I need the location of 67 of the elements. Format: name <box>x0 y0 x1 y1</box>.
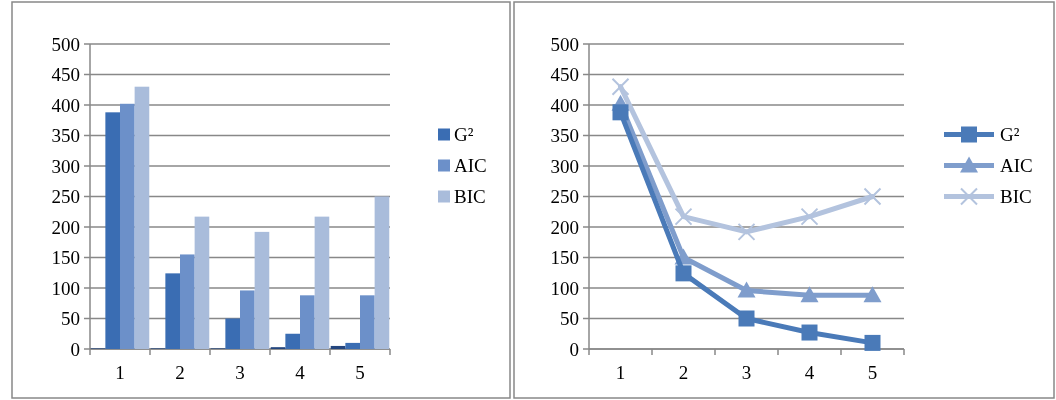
y-tick-label: 100 <box>51 277 80 299</box>
y-tick-label: 250 <box>550 186 579 208</box>
y-tick-label: 150 <box>550 247 579 269</box>
point <box>801 324 818 341</box>
bar <box>360 295 375 349</box>
y-tick-label: 300 <box>51 155 80 177</box>
y-tick-label: 400 <box>51 94 80 116</box>
point <box>863 187 882 206</box>
y-tick-label: 450 <box>550 64 579 86</box>
y-tick-label: 500 <box>51 33 80 55</box>
legend-label: AIC <box>1000 155 1033 177</box>
y-tick-label: 50 <box>61 308 80 330</box>
x-tick-label: 5 <box>355 362 365 383</box>
y-tick-label: 0 <box>569 338 579 360</box>
x-tick-label: 2 <box>175 362 185 383</box>
bar <box>330 345 346 349</box>
legend-label: G² <box>454 124 474 146</box>
point <box>800 207 819 226</box>
bar <box>374 196 390 349</box>
bar <box>240 290 255 349</box>
x-tick-label: 2 <box>678 362 689 383</box>
x-tick-label: 4 <box>804 362 815 383</box>
y-tick-label: 200 <box>51 216 80 238</box>
y-tick-label: 150 <box>51 247 80 269</box>
point <box>863 286 882 303</box>
x-tick-label: 1 <box>615 362 626 383</box>
bar <box>165 273 180 349</box>
bar <box>254 231 270 349</box>
legend-label: AIC <box>454 155 487 177</box>
point <box>800 286 819 303</box>
y-tick-label: 0 <box>70 338 80 360</box>
y-tick-label: 450 <box>51 64 80 86</box>
point <box>675 265 692 282</box>
y-tick-label: 350 <box>550 125 579 147</box>
y-tick-label: 100 <box>550 277 579 299</box>
x-tick-label: 1 <box>115 362 125 383</box>
y-tick-label: 50 <box>560 308 579 330</box>
point <box>611 77 630 96</box>
y-tick-label: 300 <box>550 155 579 177</box>
y-tick-label: 200 <box>550 216 579 238</box>
bar <box>194 216 210 349</box>
legend-label: BIC <box>454 186 486 208</box>
bar <box>120 103 135 349</box>
bar <box>180 254 195 349</box>
x-tick-label: 3 <box>741 362 752 383</box>
y-tick-label: 250 <box>51 186 80 208</box>
bar <box>285 333 300 349</box>
x-tick-label: 4 <box>295 362 306 383</box>
point <box>864 334 881 351</box>
bar <box>300 295 315 349</box>
x-tick-label: 3 <box>235 362 245 383</box>
bar <box>105 112 120 349</box>
legend-label: G² <box>1000 124 1020 146</box>
y-tick-label: 350 <box>51 125 80 147</box>
point <box>737 281 756 298</box>
bar <box>134 86 150 349</box>
legend-label: BIC <box>1000 186 1032 208</box>
x-tick-label: 5 <box>867 362 878 383</box>
bar <box>345 342 360 349</box>
point <box>738 310 755 327</box>
point <box>674 207 693 226</box>
bar <box>314 216 330 349</box>
y-tick-label: 400 <box>550 94 579 116</box>
y-tick-label: 500 <box>550 33 579 55</box>
point <box>612 104 629 121</box>
point <box>737 222 756 241</box>
bar <box>225 318 240 349</box>
